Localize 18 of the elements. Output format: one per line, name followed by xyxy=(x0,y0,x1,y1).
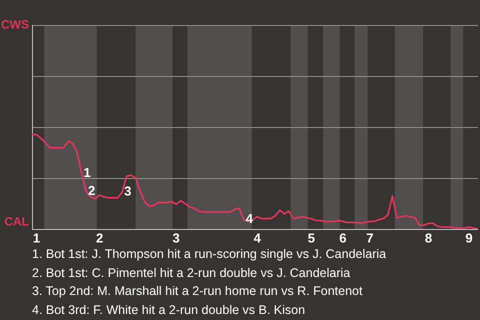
text: 1. Bot 1st: J. Thompson hit a run-scoring single vs J. Candelaria xyxy=(32,246,388,263)
x-tick-label: 4 xyxy=(254,230,262,246)
annotation: 1 xyxy=(84,164,91,180)
x-tick-label: 6 xyxy=(339,230,346,246)
annotation: 3 xyxy=(124,184,132,199)
x-tick-label: 8 xyxy=(424,230,432,246)
text: 2. Bot 1st: C. Pimentel hit a 2-run double vs J. Candelaria xyxy=(32,264,352,282)
text: 3. Top 2nd: M. Marshall hit a 2-run home run vs R. Fontenot xyxy=(32,283,364,300)
x-tick-label: 3 xyxy=(172,230,180,246)
annotation: 2 xyxy=(88,182,96,198)
text: CAL xyxy=(4,214,29,228)
x-tick-label: 2 xyxy=(96,230,104,246)
x-tick-label: 7 xyxy=(366,230,374,246)
x-tick-label: 1 xyxy=(32,230,40,246)
text: CWS xyxy=(1,17,29,32)
x-tick-label: 5 xyxy=(308,230,315,246)
x-tick-label: 9 xyxy=(465,230,473,246)
text: 4. Bot 3rd: F. White hit a 2-run double vs B. Kison xyxy=(32,302,306,318)
